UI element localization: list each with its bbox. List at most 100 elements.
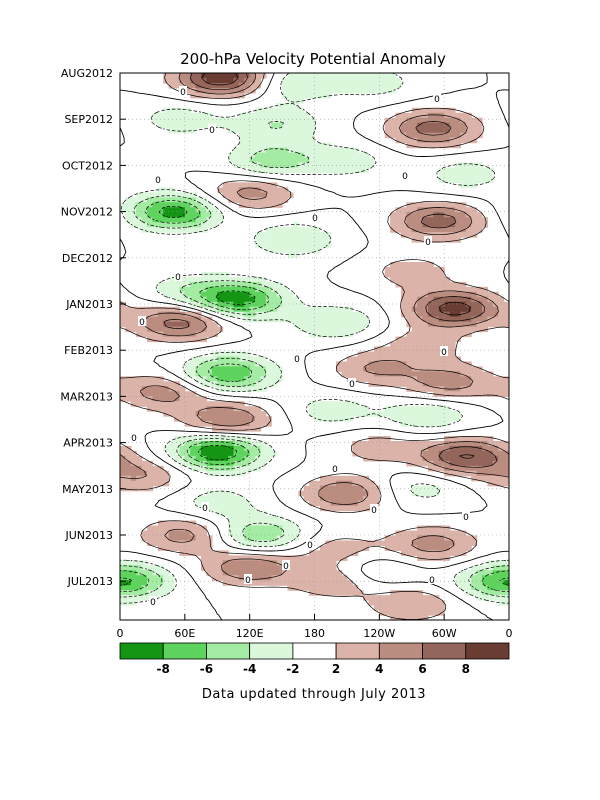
field-cell [201,421,208,427]
field-cell [481,316,488,323]
field-cell [228,351,235,358]
field-cell [357,475,364,482]
field-cell [287,291,294,298]
field-cell [433,291,440,298]
field-cell [255,450,262,457]
field-cell [206,361,213,367]
field-cell [244,182,251,188]
field-cell [503,391,510,397]
field-cell [309,92,316,99]
field-cell [168,82,175,89]
field-cell [249,122,256,129]
field-cell [454,132,461,139]
field-cell [271,530,278,537]
field-cell [168,336,175,343]
contour-pos8 [201,72,475,459]
field-cell [503,595,510,601]
field-cell [276,117,283,124]
field-cell [379,77,386,84]
field-cell [168,117,175,124]
field-cell [125,450,132,457]
field-cell [454,391,461,397]
field-cell [298,326,305,333]
field-cell [449,172,456,179]
field-cell [357,87,364,94]
field-cell [228,440,235,447]
field-cell [438,440,445,447]
field-cell [406,351,413,358]
field-cell [438,450,445,457]
y-tick-label: MAR2013 [60,390,113,403]
field-cell [449,177,456,183]
field-cell [384,82,391,89]
field-cell [157,326,164,333]
field-cell [244,192,251,198]
field-cell [444,306,451,313]
field-cell [265,132,272,139]
field-cell [211,296,218,303]
field-cell [195,450,202,457]
field-cell [271,555,278,561]
y-tick-label: OCT2012 [62,159,113,172]
field-cell [174,540,181,547]
field-cell [395,610,402,616]
field-cell [265,535,272,542]
field-cell [395,590,402,596]
field-cell [411,540,418,547]
field-cell [147,222,154,228]
field-cell [492,585,499,591]
field-cell [395,440,402,447]
field-cell [411,326,418,333]
zero-label-bg [201,502,209,512]
field-cell [222,495,229,502]
field-cell [238,182,245,188]
field-cell [400,341,407,348]
field-cell [287,107,294,114]
field-cell [314,560,321,566]
field-cell [325,82,332,89]
field-cell [249,555,256,561]
field-cell [238,286,245,293]
field-cell [454,316,461,323]
field-cell [238,122,245,129]
field-cell [265,366,272,372]
field-cell [384,77,391,84]
field-cell [260,122,267,129]
field-cell [265,555,272,561]
field-cell [238,351,245,358]
field-cell [211,570,218,576]
field-cell [222,291,229,298]
field-cell [400,610,407,616]
zero-contour-label: 0 [425,238,431,248]
field-cell [238,291,245,298]
field-cell [438,107,445,114]
field-cell [195,436,202,442]
field-cell [287,301,294,308]
field-cell [244,202,251,208]
field-cell [460,470,467,477]
field-cell [152,197,159,203]
field-cell [411,530,418,537]
field-cell [476,465,483,472]
field-cell [136,470,143,477]
field-cell [503,455,510,462]
field-cell [444,321,451,328]
field-cell [190,73,197,79]
field-cell [255,406,262,412]
field-cell [481,455,488,462]
field-cell [309,117,316,124]
field-cell [292,555,299,561]
field-cell [433,361,440,367]
field-cell [168,112,175,119]
field-cell [271,515,278,522]
field-cell [249,192,256,198]
field-cell [476,475,483,482]
field-cell [346,77,353,84]
field-cell [120,445,126,452]
field-cell [465,440,472,447]
field-cell [282,197,289,203]
field-cell [244,117,251,124]
field-cell [120,585,126,591]
contour-pos6 [163,72,498,468]
field-cell [217,217,224,223]
